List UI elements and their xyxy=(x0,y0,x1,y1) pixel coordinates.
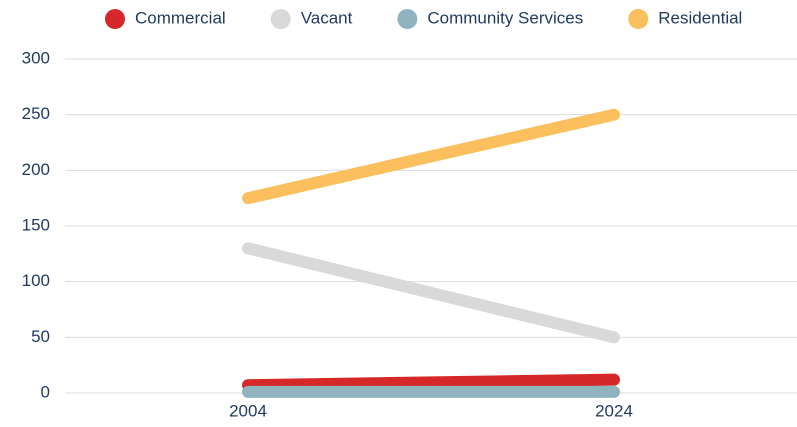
legend-swatch xyxy=(397,9,418,29)
y-tick-label: 150 xyxy=(22,215,50,234)
legend-swatch xyxy=(270,9,291,29)
legend-swatch xyxy=(105,9,125,29)
legend-label: Residential xyxy=(658,8,742,27)
y-tick-label: 50 xyxy=(31,327,50,346)
y-tick-label: 0 xyxy=(41,382,50,401)
legend-label: Commercial xyxy=(135,8,226,27)
legend-label: Vacant xyxy=(301,8,353,27)
series-line xyxy=(242,108,620,205)
series-line xyxy=(242,373,620,392)
y-tick-label: 100 xyxy=(22,271,50,290)
legend-swatch xyxy=(628,9,649,29)
y-tick-label: 200 xyxy=(22,160,50,179)
x-tick-label: 2004 xyxy=(229,401,267,420)
y-tick-label: 300 xyxy=(22,48,50,67)
legend-label: Community Services xyxy=(427,8,583,27)
series-line xyxy=(242,242,620,344)
y-tick-label: 250 xyxy=(22,104,50,123)
x-tick-label: 2024 xyxy=(595,401,633,420)
